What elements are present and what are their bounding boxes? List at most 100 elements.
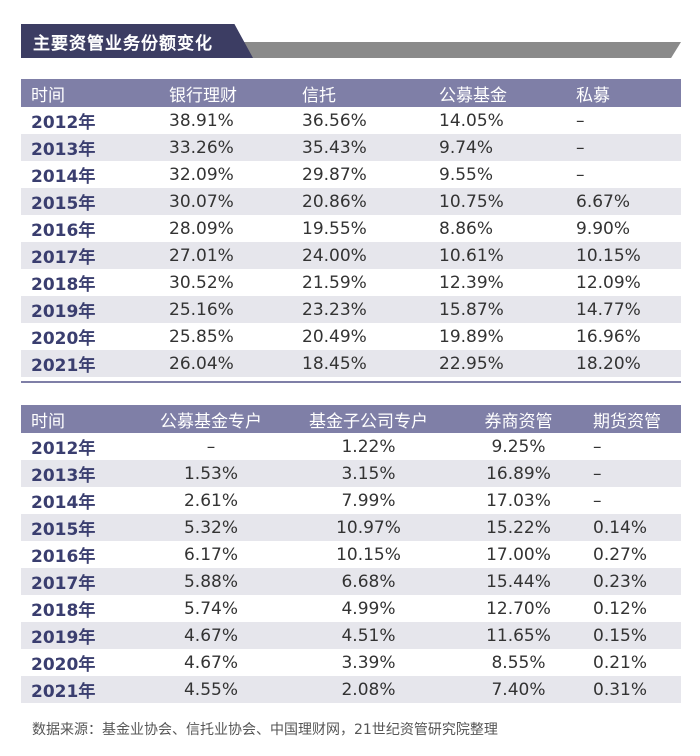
value-cell: 5.32% bbox=[141, 514, 281, 541]
value-cell: – bbox=[576, 110, 585, 131]
value-cell: 4.55% bbox=[141, 676, 281, 703]
page-title: 主要资管业务份额变化 bbox=[33, 34, 213, 54]
table-body: 2012年 –1.22% 9.25% –2013年 1.53% 3.15% 16.89% –2… bbox=[21, 433, 681, 703]
table-header-row: 时间 银行理财 信托 公募基金 私募 bbox=[21, 79, 681, 107]
value-cell: – bbox=[581, 460, 681, 487]
table-row: 2018年 5.74% 4.99% 12.70% 0.12% bbox=[21, 595, 681, 622]
value-cell: 6.17% bbox=[183, 544, 238, 565]
value-cell: 8.55% bbox=[491, 652, 546, 673]
value-cell: 3.39% bbox=[341, 652, 396, 673]
table-row: 2016年 6.17% 10.15% 17.00% 0.27% bbox=[21, 541, 681, 568]
value-cell: 30.07% bbox=[161, 188, 298, 215]
value-cell: 12.09% bbox=[576, 272, 641, 293]
table-row: 2020年 4.67% 3.39% 8.55% 0.21% bbox=[21, 649, 681, 676]
column-header: 公募基金专户 bbox=[141, 405, 281, 433]
value-cell: 4.67% bbox=[141, 622, 281, 649]
table-row: 2020年 25.85% 20.49% 19.89% 16.96% bbox=[21, 323, 681, 350]
value-cell: 30.52% bbox=[169, 272, 234, 293]
value-cell: 22.95% bbox=[435, 350, 572, 377]
value-cell: 29.87% bbox=[302, 164, 367, 185]
value-cell: 0.21% bbox=[593, 652, 648, 673]
value-cell: 10.15% bbox=[572, 242, 681, 269]
year-cell: 2020年 bbox=[31, 329, 96, 349]
value-cell: 14.77% bbox=[572, 296, 681, 323]
value-cell: 33.26% bbox=[161, 134, 298, 161]
value-cell: 0.27% bbox=[593, 544, 648, 565]
value-cell: 20.49% bbox=[302, 326, 367, 347]
table-row: 2019年 4.67% 4.51% 11.65% 0.15% bbox=[21, 622, 681, 649]
year-cell: 2013年 bbox=[21, 134, 161, 161]
year-cell: 2019年 bbox=[21, 296, 161, 323]
value-cell: 0.15% bbox=[581, 622, 681, 649]
value-cell: 6.67% bbox=[572, 188, 681, 215]
value-cell: 10.15% bbox=[336, 544, 401, 565]
year-cell: 2014年 bbox=[31, 167, 96, 187]
table-body: 2012年 38.91% 36.56% 14.05% –2013年 33.26% 35.43… bbox=[21, 107, 681, 377]
table-row: 2012年 38.91% 36.56% 14.05% – bbox=[21, 107, 681, 134]
value-cell: 17.03% bbox=[486, 490, 551, 511]
value-cell: 15.44% bbox=[456, 568, 581, 595]
value-cell: 10.97% bbox=[281, 514, 456, 541]
year-cell: 2012年 bbox=[31, 439, 96, 459]
value-cell: 10.61% bbox=[435, 242, 572, 269]
year-cell: 2016年 bbox=[31, 221, 96, 241]
table-row: 2013年 33.26% 35.43% 9.74% – bbox=[21, 134, 681, 161]
value-cell: 4.51% bbox=[281, 622, 456, 649]
value-cell: 16.96% bbox=[576, 326, 641, 347]
value-cell: 5.74% bbox=[183, 598, 238, 619]
year-cell: 2014年 bbox=[31, 493, 96, 513]
year-cell: 2013年 bbox=[21, 460, 141, 487]
value-cell: 35.43% bbox=[298, 134, 435, 161]
column-header: 期货资管 bbox=[581, 405, 681, 433]
value-cell: 4.99% bbox=[341, 598, 396, 619]
value-cell: 2.08% bbox=[281, 676, 456, 703]
value-cell: 18.45% bbox=[298, 350, 435, 377]
year-cell: 2017年 bbox=[21, 242, 161, 269]
table-row: 2015年 5.32% 10.97% 15.22% 0.14% bbox=[21, 514, 681, 541]
value-cell: 0.23% bbox=[581, 568, 681, 595]
year-cell: 2021年 bbox=[21, 350, 161, 377]
year-cell: 2015年 bbox=[21, 514, 141, 541]
table-bank-trust-fund: 时间 银行理财 信托 公募基金 私募 2012年 38.91% 36.56% 14.05% –2… bbox=[21, 79, 681, 377]
column-header: 银行理财 bbox=[161, 79, 298, 107]
value-cell: 8.86% bbox=[439, 218, 494, 239]
table-header-row: 时间 公募基金专户 基金子公司专户 券商资管 期货资管 bbox=[21, 405, 681, 433]
value-cell: 0.31% bbox=[581, 676, 681, 703]
value-cell: – bbox=[206, 436, 216, 457]
value-cell: 19.55% bbox=[302, 218, 367, 239]
value-cell: 25.16% bbox=[161, 296, 298, 323]
value-cell: 17.00% bbox=[486, 544, 551, 565]
value-cell: 9.74% bbox=[435, 134, 572, 161]
value-cell: – bbox=[572, 134, 681, 161]
title-bar: 主要资管业务份额变化 bbox=[21, 24, 681, 58]
table-row: 2021年 26.04% 18.45% 22.95% 18.20% bbox=[21, 350, 681, 377]
value-cell: 21.59% bbox=[302, 272, 367, 293]
table-row: 2018年 30.52% 21.59% 12.39% 12.09% bbox=[21, 269, 681, 296]
value-cell: 23.23% bbox=[298, 296, 435, 323]
table-row: 2021年 4.55% 2.08% 7.40% 0.31% bbox=[21, 676, 681, 703]
year-cell: 2017年 bbox=[21, 568, 141, 595]
column-header: 基金子公司专户 bbox=[281, 405, 456, 433]
table-divider bbox=[21, 381, 681, 383]
column-header: 公募基金 bbox=[435, 79, 572, 107]
table-row: 2014年 32.09% 29.87% 9.55% – bbox=[21, 161, 681, 188]
value-cell: 1.22% bbox=[341, 436, 396, 457]
value-cell: 6.68% bbox=[281, 568, 456, 595]
value-cell: 15.22% bbox=[456, 514, 581, 541]
value-cell: – bbox=[593, 490, 602, 511]
value-cell: 4.67% bbox=[183, 652, 238, 673]
value-cell: – bbox=[576, 164, 585, 185]
table-row: 2013年 1.53% 3.15% 16.89% – bbox=[21, 460, 681, 487]
column-header: 券商资管 bbox=[456, 405, 581, 433]
value-cell: 9.55% bbox=[439, 164, 494, 185]
value-cell: 14.05% bbox=[439, 110, 504, 131]
title-tab: 主要资管业务份额变化 bbox=[21, 24, 253, 58]
value-cell: 20.86% bbox=[298, 188, 435, 215]
value-cell: 28.09% bbox=[169, 218, 234, 239]
value-cell: 27.01% bbox=[161, 242, 298, 269]
value-cell: 10.75% bbox=[435, 188, 572, 215]
value-cell: 32.09% bbox=[169, 164, 234, 185]
value-cell: 12.70% bbox=[486, 598, 551, 619]
year-cell: 2015年 bbox=[21, 188, 161, 215]
year-cell: 2018年 bbox=[31, 601, 96, 621]
